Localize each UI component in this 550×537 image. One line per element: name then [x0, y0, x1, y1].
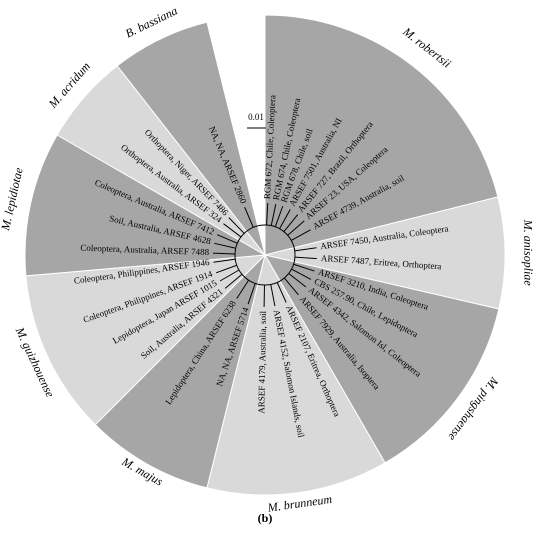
branch — [247, 283, 256, 305]
branch — [236, 279, 250, 299]
branch — [213, 252, 236, 255]
branch — [223, 223, 242, 238]
branch — [219, 269, 240, 282]
clade-sector — [25, 254, 267, 426]
caption: (b) — [258, 511, 273, 525]
branch — [276, 282, 287, 303]
branch — [224, 273, 243, 289]
clade-sector — [24, 134, 267, 277]
branch — [270, 204, 277, 226]
branch — [213, 258, 236, 263]
branch — [270, 284, 276, 307]
branch — [288, 273, 307, 288]
leaf-label: ARSEF 4179, Australia, soil — [256, 310, 268, 413]
clade-sector — [264, 14, 499, 256]
branch — [228, 217, 245, 234]
branch — [279, 209, 291, 230]
branch — [216, 234, 238, 244]
clade-name: M. brunneum — [266, 492, 333, 515]
clade-sector — [263, 254, 500, 464]
clade-sector — [116, 21, 266, 256]
branch — [291, 268, 312, 280]
backbone-arc — [234, 224, 296, 286]
clade-sector — [206, 253, 386, 496]
branch — [214, 242, 236, 249]
sectors — [24, 14, 506, 496]
branch — [266, 203, 269, 226]
branch — [215, 264, 237, 274]
scale-bar-label: 0.01 — [248, 112, 264, 122]
branch — [283, 277, 299, 296]
branch — [244, 206, 254, 228]
branch — [274, 205, 284, 227]
branch — [290, 229, 311, 241]
branch — [294, 256, 317, 260]
branch — [283, 214, 299, 233]
branch — [294, 247, 317, 252]
clade-name: M. lepidiotae — [0, 165, 26, 232]
clade-sector — [264, 196, 506, 310]
clade-sector — [94, 253, 266, 489]
tree — [213, 203, 317, 308]
branch — [293, 263, 315, 272]
branch — [287, 220, 305, 236]
leaf-label: Coleoptera, Australia, ARSEF 7488 — [80, 243, 210, 258]
clade-name: M. anisopliae — [521, 219, 536, 287]
